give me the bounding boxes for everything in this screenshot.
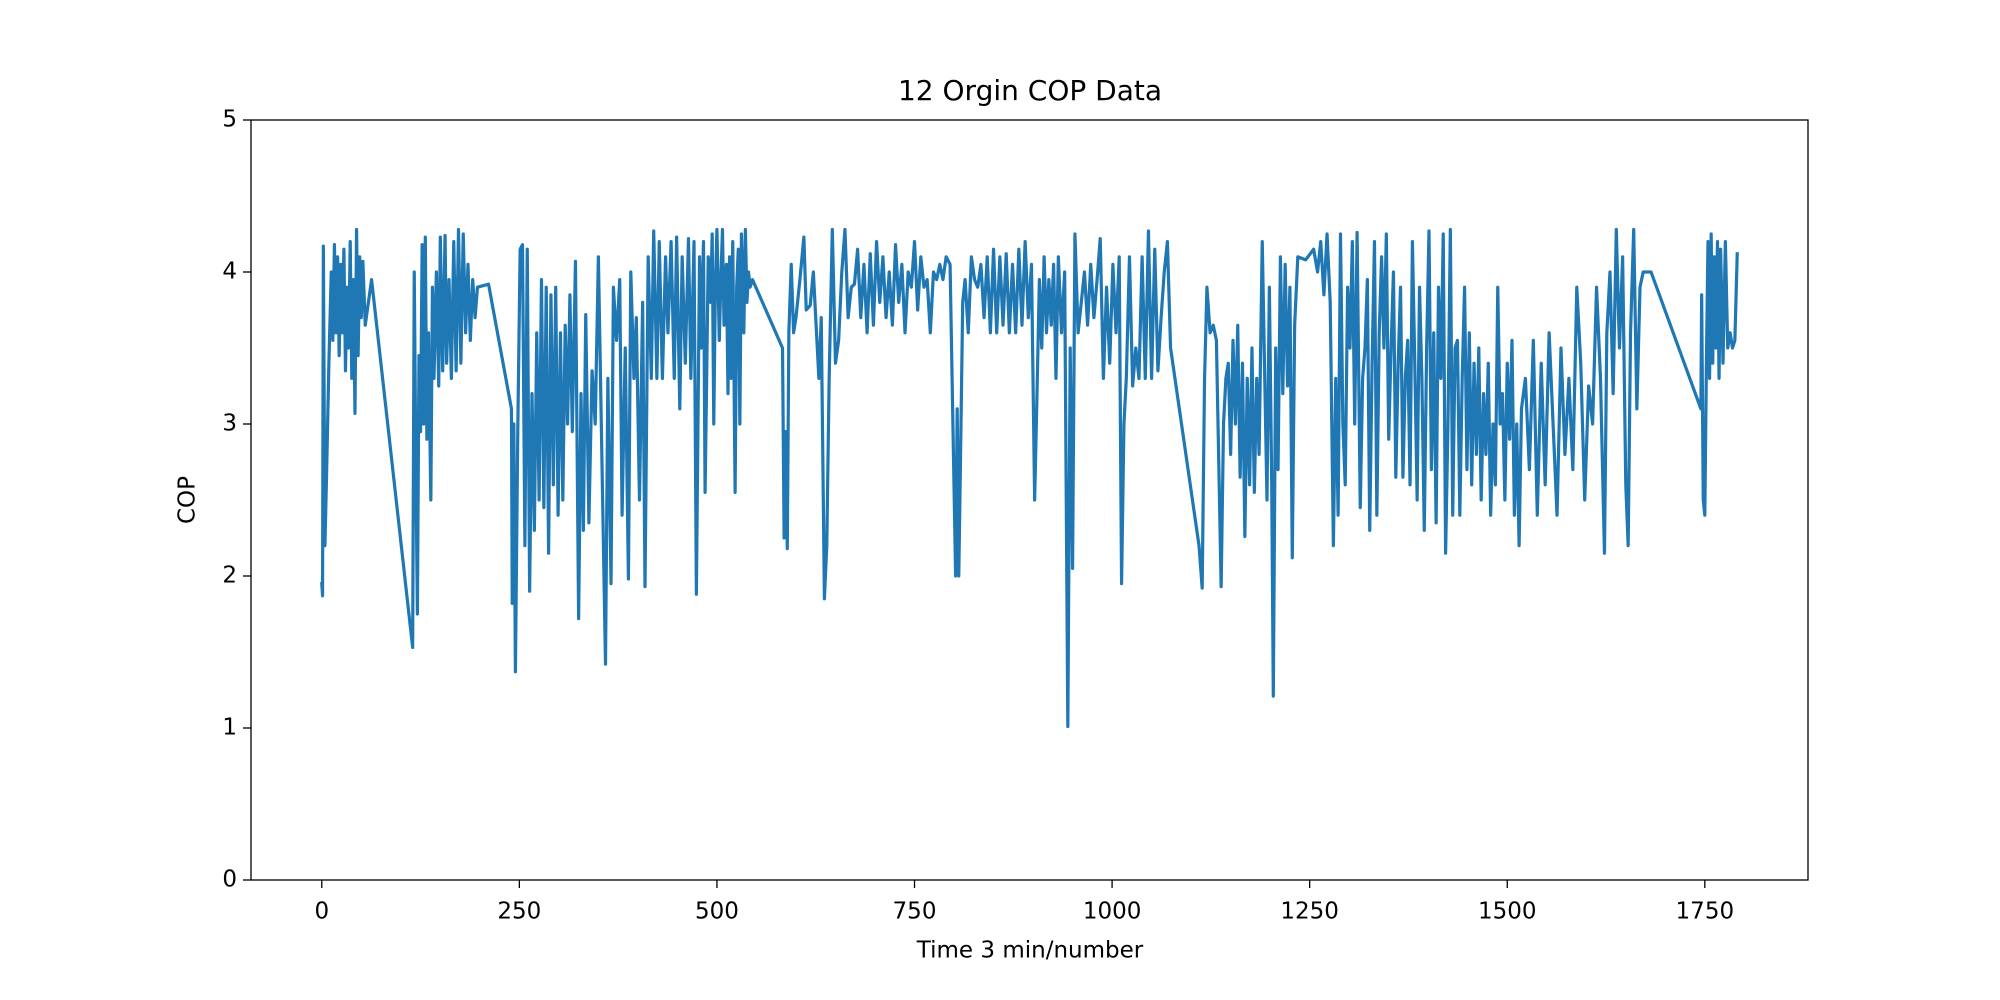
y-tick-label: 2: [222, 563, 237, 589]
data-line: [320, 227, 1739, 729]
y-tick-label: 4: [222, 259, 237, 285]
y-tick-label: 1: [222, 715, 237, 741]
x-tick-label: 250: [497, 899, 541, 925]
x-axis-label: Time 3 min/number: [916, 938, 1144, 964]
x-tick-label: 500: [695, 899, 739, 925]
x-tick-label: 1000: [1083, 899, 1142, 925]
x-tick-label: 1500: [1478, 899, 1537, 925]
y-tick-label: 5: [222, 107, 237, 133]
x-tick-label: 0: [314, 899, 329, 925]
x-tick-label: 1750: [1676, 899, 1735, 925]
x-tick-label: 750: [893, 899, 937, 925]
x-tick-label: 1250: [1280, 899, 1339, 925]
chart-title: 12 Orgin COP Data: [898, 74, 1162, 107]
y-tick-label: 0: [222, 867, 237, 893]
plot-frame: [250, 119, 1809, 881]
y-tick-label: 3: [222, 411, 237, 437]
y-axis-label: COP: [175, 476, 201, 524]
